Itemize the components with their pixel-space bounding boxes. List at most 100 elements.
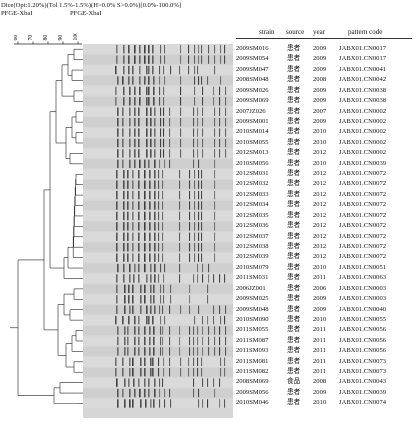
gel-band xyxy=(160,149,162,158)
gel-band xyxy=(162,190,164,200)
gel-band xyxy=(201,76,203,85)
gel-lane xyxy=(83,388,233,398)
gel-band xyxy=(138,378,140,387)
year-label: 2010 xyxy=(313,263,327,271)
gel-band xyxy=(179,222,181,231)
gel-band xyxy=(193,117,195,127)
gel-band xyxy=(154,388,156,398)
pattern-code-label: JABX01.CN0042 xyxy=(339,76,387,84)
strain-label: 2010SM055 xyxy=(236,138,269,146)
gel-band xyxy=(219,326,221,335)
gel-band xyxy=(163,107,165,116)
gel-band xyxy=(123,242,125,252)
gel-band xyxy=(202,97,204,106)
gel-band xyxy=(122,315,124,325)
gel-band xyxy=(163,65,165,75)
gel-band xyxy=(144,45,146,54)
gel-band xyxy=(150,274,152,283)
gel-band xyxy=(116,284,118,294)
gel-lane xyxy=(83,138,233,148)
gel-band xyxy=(134,117,136,127)
gel-band xyxy=(150,263,152,273)
source-label: 患者 xyxy=(287,399,301,407)
gel-band xyxy=(194,76,196,85)
gel-band xyxy=(198,253,200,262)
gel-band xyxy=(213,305,215,314)
gel-band xyxy=(162,201,164,210)
gel-band xyxy=(117,149,119,158)
gel-band xyxy=(164,388,166,398)
year-label: 2012 xyxy=(313,222,327,230)
gel-band xyxy=(194,170,196,179)
pattern-code-label: JABX01.CN0072 xyxy=(339,201,387,209)
gel-band xyxy=(134,326,136,335)
source-label: 患者 xyxy=(287,86,301,94)
gel-band xyxy=(198,45,200,54)
source-label: 患者 xyxy=(287,326,301,334)
pattern-code-label: JABX01.CN0017 xyxy=(339,45,387,52)
gel-band xyxy=(146,305,148,314)
gel-band xyxy=(132,253,134,262)
gel-lane xyxy=(83,65,233,75)
year-label: 2012 xyxy=(313,253,327,261)
pattern-code-label: JABX01.CN0002 xyxy=(339,149,387,157)
gel-band xyxy=(189,295,191,304)
gel-band xyxy=(116,180,118,189)
gel-band xyxy=(128,295,130,304)
strain-label: 2012SM031 xyxy=(236,170,269,178)
gel-band xyxy=(150,399,152,408)
gel-band xyxy=(207,284,209,294)
gel-band xyxy=(138,149,140,158)
gel-band xyxy=(162,305,164,314)
source-label: 患者 xyxy=(287,149,301,157)
gel-band xyxy=(129,149,131,158)
gel-band xyxy=(158,242,160,252)
gel-band xyxy=(116,253,118,262)
gel-band xyxy=(220,315,222,325)
gel-lane xyxy=(83,75,233,86)
gel-band xyxy=(224,45,226,54)
strain-label: 2006JZ001 xyxy=(236,284,266,292)
source-label: 患者 xyxy=(287,65,301,73)
gel-band xyxy=(201,201,203,210)
gel-band xyxy=(225,326,227,335)
gel-band xyxy=(170,295,172,304)
gel-band xyxy=(148,65,150,75)
pattern-code-label: JABX01.CN0039 xyxy=(339,388,387,396)
gel-band xyxy=(162,242,164,252)
strain-label: 2011SM093 xyxy=(236,347,269,355)
gel-band xyxy=(132,76,134,85)
gel-band xyxy=(122,368,124,377)
gel-band xyxy=(180,305,182,314)
gel-band xyxy=(163,295,165,304)
strain-label: 2009SM056 xyxy=(236,388,269,396)
gel-band xyxy=(138,211,140,221)
gel-band xyxy=(129,117,131,127)
gel-band xyxy=(158,232,160,241)
gel-band xyxy=(160,347,162,356)
pattern-code-label: JABX01.CN0055 xyxy=(339,315,387,323)
gel-band xyxy=(117,76,119,85)
gel-band xyxy=(202,399,204,408)
gel-band xyxy=(220,357,222,367)
gel-band xyxy=(189,305,191,314)
gel-band xyxy=(197,347,199,356)
gel-band xyxy=(219,86,221,96)
gel-band xyxy=(153,347,155,356)
gel-band xyxy=(208,336,210,346)
gel-band xyxy=(180,55,182,64)
gel-band xyxy=(219,107,221,116)
gel-band xyxy=(214,117,216,127)
gel-lane xyxy=(83,346,233,356)
strain-label: 2012SM037 xyxy=(236,232,269,240)
gel-band xyxy=(208,326,210,335)
gel-band xyxy=(207,378,209,387)
gel-lane xyxy=(83,398,233,409)
gel-band xyxy=(132,305,134,314)
gel-band xyxy=(123,180,125,189)
gel-band xyxy=(154,201,156,210)
gel-band xyxy=(123,86,125,96)
year-label: 2009 xyxy=(313,97,327,105)
gel-band xyxy=(198,159,200,169)
gel-band xyxy=(158,190,160,200)
